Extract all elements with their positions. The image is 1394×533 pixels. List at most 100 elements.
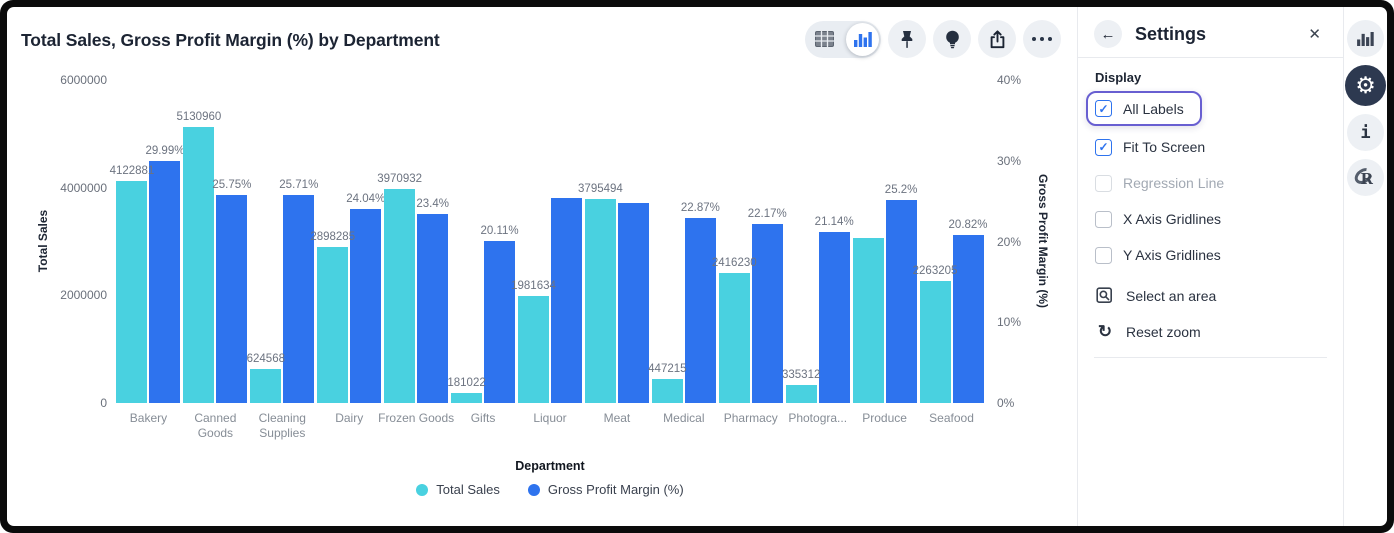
insights-button[interactable]: [933, 20, 971, 58]
bar-total-sales[interactable]: [785, 384, 817, 403]
bar-value-label: 29.99%: [145, 144, 185, 157]
y-axis-gridlines-checkbox[interactable]: ✓: [1095, 246, 1112, 264]
legend-item-gross-profit-margin[interactable]: Gross Profit Margin (%): [527, 482, 684, 497]
settings-checkbox-list: ✓ All Labels ✓ Fit To Screen ✓ Regressio…: [1078, 88, 1343, 273]
checkbox-label: All Labels: [1123, 100, 1184, 117]
action-label: Reset zoom: [1126, 324, 1201, 340]
bar-value-label: 447215: [648, 362, 687, 375]
chart-legend: Total Sales Gross Profit Margin (%): [115, 482, 985, 497]
legend-label: Total Sales: [436, 482, 500, 497]
settings-title: Settings: [1135, 23, 1207, 44]
bar-value-label: 22.87%: [680, 202, 720, 215]
bar-gross-profit-margin[interactable]: [216, 195, 248, 403]
table-view-button[interactable]: [815, 31, 834, 47]
bar-total-sales[interactable]: [384, 189, 416, 403]
bar-total-sales[interactable]: [584, 198, 616, 403]
bar-value-label: 4122881: [109, 165, 155, 178]
bar-gross-profit-margin[interactable]: [751, 223, 783, 403]
settings-tab-button[interactable]: ⚙: [1345, 65, 1386, 106]
y-axis-tick-left: 0: [100, 396, 107, 410]
bar-gross-profit-margin[interactable]: [149, 160, 181, 403]
x-axis-category-label: Medical: [663, 411, 705, 425]
y-axis-tick-right: 40%: [997, 73, 1022, 87]
y-axis-tick-right: 30%: [997, 153, 1022, 168]
bar-total-sales[interactable]: [116, 181, 148, 403]
r-analysis-button[interactable]: R: [1347, 159, 1384, 196]
more-button[interactable]: [1023, 20, 1061, 58]
bar-value-label: 25.2%: [884, 183, 918, 196]
bar-gross-profit-margin[interactable]: [350, 208, 382, 403]
bar-total-sales[interactable]: [852, 238, 884, 403]
checkbox-row-regression-line: ✓ Regression Line: [1078, 165, 1343, 201]
bar-gross-profit-margin[interactable]: [283, 195, 315, 403]
bar-value-label: 21.14%: [814, 216, 854, 229]
bar-total-sales[interactable]: [183, 126, 215, 403]
y-axis-tick-left: 4000000: [60, 180, 107, 195]
gear-icon: ⚙: [1355, 72, 1376, 98]
close-button[interactable]: ✕: [1302, 23, 1327, 45]
divider: [1094, 357, 1327, 358]
checkbox-label: Regression Line: [1123, 175, 1225, 191]
x-axis-category-label: Liquor: [533, 411, 567, 425]
bar-value-label: 335312: [782, 368, 821, 381]
bar-value-label: 20.82%: [948, 218, 988, 231]
bar-value-label: 2898285: [310, 230, 356, 243]
bar-gross-profit-margin[interactable]: [818, 232, 850, 403]
legend-label: Gross Profit Margin (%): [547, 482, 684, 497]
icon-rail: ⚙ i R: [1343, 7, 1387, 526]
table-grid-icon: [815, 31, 834, 47]
bar-gross-profit-margin[interactable]: [885, 199, 917, 403]
arrow-left-icon: ←: [1100, 25, 1116, 43]
checkbox-label: X Axis Gridlines: [1123, 211, 1222, 227]
bar-chart-icon: [1357, 31, 1374, 46]
lightbulb-icon: [945, 30, 959, 48]
bar-value-label: 624568: [246, 353, 285, 366]
legend-item-total-sales[interactable]: Total Sales: [416, 482, 500, 497]
select-area-button[interactable]: Select an area: [1078, 278, 1343, 314]
bar-total-sales[interactable]: [651, 378, 683, 403]
bar-gross-profit-margin[interactable]: [952, 234, 984, 403]
bar-total-sales[interactable]: [317, 246, 349, 403]
chart-view-button[interactable]: [846, 22, 879, 56]
back-button[interactable]: ←: [1094, 20, 1122, 48]
view-toggle[interactable]: [805, 20, 881, 58]
x-axis-category-label: Gifts: [470, 411, 496, 425]
bar-gross-profit-margin[interactable]: [551, 197, 582, 403]
checkbox-row-x-axis-gridlines[interactable]: ✓ X Axis Gridlines: [1078, 201, 1343, 237]
legend-dot: [527, 483, 540, 496]
bar-total-sales[interactable]: [919, 281, 951, 403]
action-label: Select an area: [1126, 288, 1217, 304]
chart-tab-button[interactable]: [1347, 20, 1384, 57]
settings-header: ← Settings ✕: [1078, 7, 1343, 57]
x-axis-category-label: Canned Goods: [194, 411, 237, 440]
x-axis-gridlines-checkbox[interactable]: ✓: [1095, 210, 1112, 228]
bar-value-label: 3795494: [578, 182, 623, 195]
checkbox-row-all-labels[interactable]: ✓ All Labels: [1086, 91, 1202, 126]
all-labels-checkbox[interactable]: ✓: [1095, 100, 1112, 117]
bar-total-sales[interactable]: [451, 393, 483, 403]
chart-canvas: 6000000 4000000 2000000 0 40% 30% 20% 10% 0% 4122…: [7, 7, 1077, 526]
select-area-icon: [1095, 287, 1115, 305]
info-button[interactable]: i: [1347, 114, 1384, 151]
bar-total-sales[interactable]: [518, 296, 549, 403]
bar-gross-profit-margin[interactable]: [484, 240, 516, 403]
y-axis-tick-right: 10%: [997, 315, 1022, 330]
x-axis-category-label: Photogra...: [788, 411, 848, 425]
bar-total-sales[interactable]: [718, 272, 750, 403]
bar-gross-profit-margin[interactable]: [617, 202, 649, 403]
bar-gross-profit-margin[interactable]: [684, 218, 716, 403]
export-button[interactable]: [978, 20, 1016, 58]
fit-to-screen-checkbox[interactable]: ✓: [1095, 138, 1112, 156]
checkbox-row-y-axis-gridlines[interactable]: ✓ Y Axis Gridlines: [1078, 237, 1343, 273]
bar-gross-profit-margin[interactable]: [417, 214, 449, 403]
checkbox-label: Fit To Screen: [1123, 139, 1206, 155]
checkbox-row-fit-to-screen[interactable]: ✓ Fit To Screen: [1078, 129, 1343, 165]
reset-zoom-button[interactable]: ↻ Reset zoom: [1078, 314, 1343, 350]
chart-section: Total Sales, Gross Profit Margin (%) by …: [7, 7, 1077, 526]
y-axis-tick-right: 20%: [997, 234, 1022, 249]
y-axis-title-right: Gross Profit Margin (%): [1036, 173, 1050, 309]
settings-action-list: Select an area ↻ Reset zoom: [1078, 278, 1343, 350]
pin-button[interactable]: [888, 20, 926, 58]
bar-total-sales[interactable]: [250, 369, 282, 403]
x-axis-category-label: Frozen Goods: [378, 411, 455, 425]
